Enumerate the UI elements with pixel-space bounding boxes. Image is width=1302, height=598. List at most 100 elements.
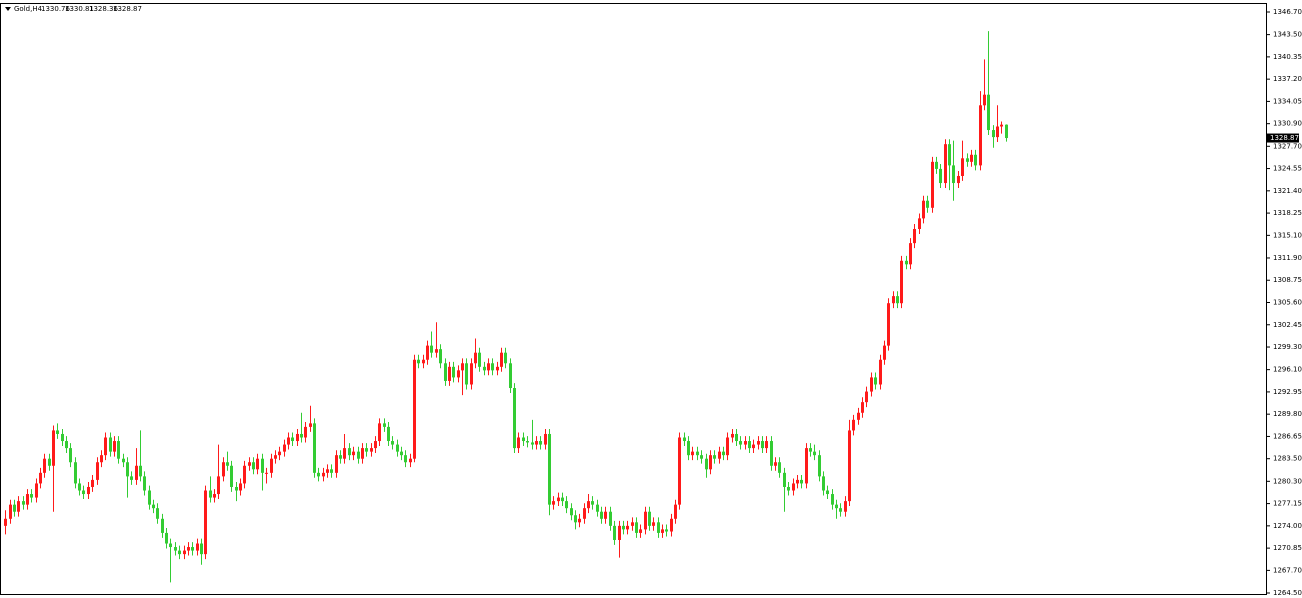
candle-body [926, 200, 929, 208]
open-price: 1330.76 [41, 5, 70, 13]
candle-body [165, 532, 168, 544]
candle-body [831, 494, 834, 505]
candle-body [135, 465, 138, 480]
symbol-title: Gold,H4 [14, 5, 43, 13]
candle-body [30, 494, 33, 498]
y-tick-label: 1289.80 [1273, 410, 1302, 418]
candle-body [900, 260, 903, 304]
candle-body [400, 451, 403, 456]
candle-body [452, 366, 455, 378]
collapse-icon[interactable] [5, 7, 11, 11]
y-tick-label: 1343.50 [1273, 31, 1302, 39]
price-marker-box [1267, 133, 1299, 143]
candle-body [539, 441, 542, 445]
candle-body [722, 451, 725, 456]
candle-body [113, 441, 116, 452]
candle-body [987, 94, 990, 131]
candle-body [13, 504, 16, 512]
y-tick-label: 1315.10 [1273, 231, 1302, 239]
candle-body [417, 359, 420, 364]
candle-body [961, 158, 964, 176]
y-tick-label: 1267.70 [1273, 566, 1302, 574]
candle-body [152, 504, 155, 509]
candle-body [626, 525, 629, 530]
candle-body [96, 462, 99, 480]
candle-body [296, 433, 299, 442]
candle-body [439, 349, 442, 364]
y-tick-label: 1296.10 [1273, 366, 1302, 374]
candle-body [4, 518, 7, 526]
plot-frame [0, 3, 1267, 595]
candle-body [270, 458, 273, 473]
candle-body [805, 448, 808, 484]
candle-body [204, 490, 207, 555]
candle-body [661, 529, 664, 533]
candle-body [783, 472, 786, 487]
candle-body [826, 490, 829, 495]
candle-body [361, 448, 364, 459]
candle-body [952, 165, 955, 184]
candle-body [322, 472, 325, 477]
candle-body [74, 462, 77, 484]
candle-body [531, 442, 534, 445]
candle-body [357, 451, 360, 459]
candle-body [274, 455, 277, 459]
candle-body [587, 501, 590, 509]
candle-body [622, 525, 625, 530]
candle-body [635, 522, 638, 533]
candle-body [413, 359, 416, 459]
candle-body [757, 441, 760, 445]
candle-body [313, 423, 316, 473]
candle-body [700, 455, 703, 459]
candle-body [604, 511, 607, 519]
candle-body [918, 218, 921, 229]
candle-body [726, 437, 729, 456]
candle-body [583, 508, 586, 519]
candle-body [517, 437, 520, 449]
candle-body [818, 455, 821, 477]
candle-body [243, 465, 246, 484]
y-tick-label: 1334.05 [1273, 97, 1302, 105]
y-tick-label: 1299.30 [1273, 343, 1302, 351]
candle-body [905, 260, 908, 265]
candle-body [235, 486, 238, 491]
y-tick-label: 1340.35 [1273, 53, 1302, 61]
y-tick-label: 1283.50 [1273, 455, 1302, 463]
candle-body [870, 377, 873, 392]
candle-body [974, 154, 977, 166]
candle-body [509, 363, 512, 389]
candle-body [678, 437, 681, 505]
candle-body [444, 363, 447, 381]
candle-body [139, 465, 142, 477]
candle-body [979, 105, 982, 166]
candle-body [957, 175, 960, 184]
candle-body [970, 154, 973, 162]
candle-body [474, 352, 477, 364]
candle-body [309, 423, 312, 427]
candle-body [705, 458, 708, 470]
candle-body [496, 366, 499, 371]
candle-body [326, 469, 329, 473]
candle-body [217, 476, 220, 495]
candle-body [200, 543, 203, 555]
candle-body [513, 388, 516, 449]
candle-body [600, 511, 603, 519]
candle-body [183, 550, 186, 555]
candle-body [278, 451, 281, 456]
candle-body [609, 511, 612, 526]
candle-body [22, 501, 25, 505]
candle-body [300, 433, 303, 438]
low-price: 1328.36 [89, 5, 118, 13]
candle-body [430, 345, 433, 353]
candle-body [735, 433, 738, 442]
candle-body [222, 462, 225, 477]
candle-body [265, 472, 268, 474]
candle-body [174, 547, 177, 551]
candle-body [487, 363, 490, 371]
candle-body [718, 451, 721, 459]
candle-body [500, 352, 503, 367]
candle-body [687, 441, 690, 456]
y-tick-label: 1327.70 [1273, 142, 1302, 150]
candle-body [343, 448, 346, 459]
